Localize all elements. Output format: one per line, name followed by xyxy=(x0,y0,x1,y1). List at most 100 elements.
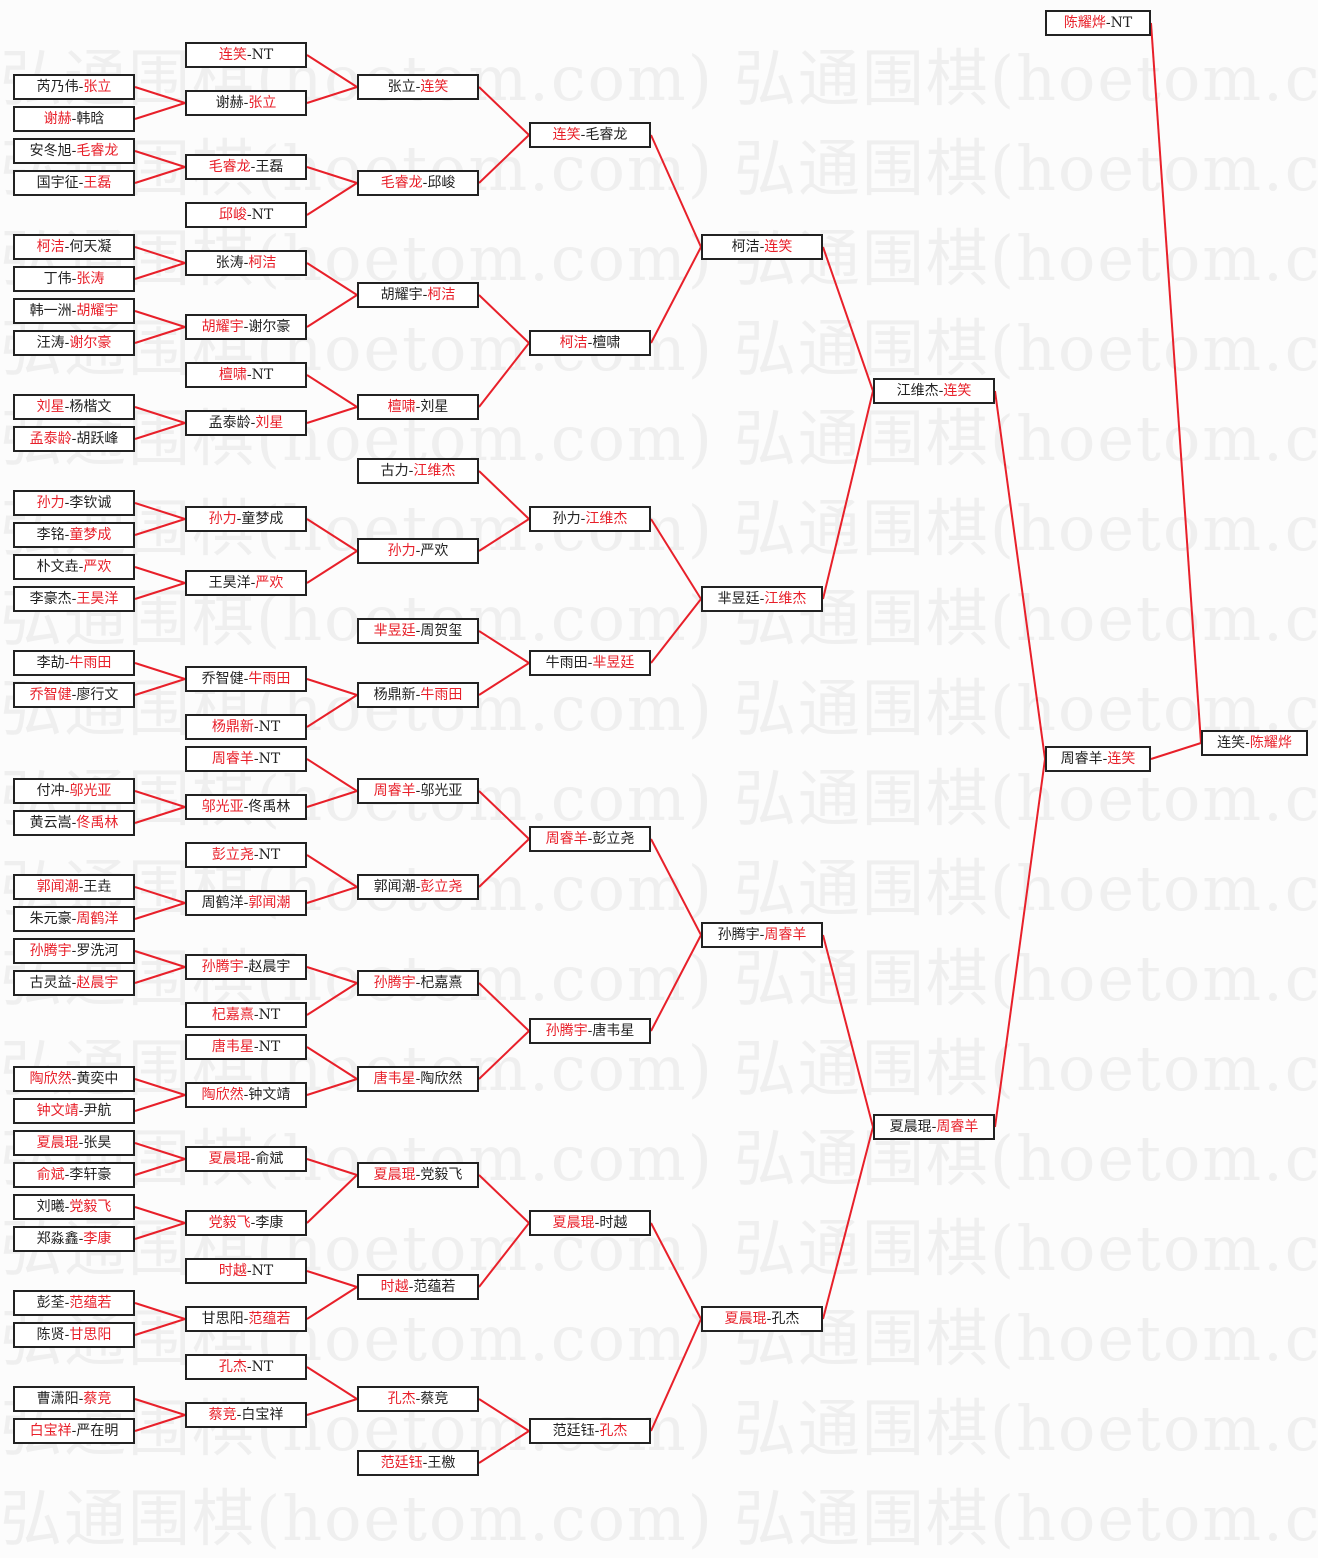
match-box: 芈昱廷-江维杰 xyxy=(701,586,823,612)
match-box: 郭闻潮-王垚 xyxy=(13,874,135,900)
player-name: 朴文垚 xyxy=(36,559,79,575)
bracket-connector xyxy=(134,166,186,184)
bracket-connector xyxy=(822,1126,874,1320)
separator: - xyxy=(422,287,428,303)
player-name: 时越 xyxy=(599,1215,628,1231)
bracket-connector xyxy=(306,1270,358,1288)
player-name: NT xyxy=(258,1007,281,1023)
separator: - xyxy=(78,1231,84,1247)
bracket-connector xyxy=(306,166,358,184)
match-box: 付冲-邬光亚 xyxy=(13,778,135,804)
player-name: 李康 xyxy=(255,1215,284,1231)
match-box: 孙力-江维杰 xyxy=(529,506,651,532)
bracket-connector xyxy=(134,1414,186,1432)
separator: - xyxy=(243,799,249,815)
bracket-connector xyxy=(994,758,1046,1128)
separator: - xyxy=(253,847,259,863)
separator: - xyxy=(243,95,249,111)
bracket-connector xyxy=(134,678,186,696)
separator: - xyxy=(253,1039,259,1055)
match-box: 古灵益-赵晨宇 xyxy=(13,970,135,996)
player-name: 范蕴若 xyxy=(413,1279,456,1295)
winner-name: 芈昱廷 xyxy=(373,623,416,639)
bracket-connector xyxy=(478,630,530,664)
separator: - xyxy=(1105,15,1111,31)
bracket-connector xyxy=(134,1078,186,1096)
match-box: 蔡竞-白宝祥 xyxy=(185,1402,307,1428)
match-box: 彭荃-范蕴若 xyxy=(13,1290,135,1316)
separator: - xyxy=(71,591,77,607)
match-box: 柯洁-何天凝 xyxy=(13,234,135,260)
match-box: 范廷钰-王檄 xyxy=(357,1450,479,1476)
bracket-connector xyxy=(306,678,358,696)
match-box: 孙力-严欢 xyxy=(357,538,479,564)
winner-name: 毛睿龙 xyxy=(208,159,251,175)
winner-name: 胡耀宇 xyxy=(201,319,244,335)
separator: - xyxy=(71,815,77,831)
bracket-connector xyxy=(478,1398,530,1432)
player-name: 党毅飞 xyxy=(420,1167,463,1183)
bracket-connector xyxy=(306,182,358,216)
match-box: 郭闻潮-彭立尧 xyxy=(357,874,479,900)
winner-name: 刘星 xyxy=(36,399,65,415)
match-box: 李劼-牛雨田 xyxy=(13,650,135,676)
bracket-connector xyxy=(134,582,186,600)
winner-name: 杞嘉熹 xyxy=(211,1007,254,1023)
separator: - xyxy=(587,335,593,351)
player-name: 钟文靖 xyxy=(248,1087,291,1103)
winner-name: 柯洁 xyxy=(36,239,65,255)
winner-name: 江维杰 xyxy=(764,591,807,607)
bracket-connector xyxy=(306,54,358,88)
bracket-connector xyxy=(134,806,186,824)
winner-name: 夏晨琨 xyxy=(208,1151,251,1167)
winner-name: 张立 xyxy=(248,95,277,111)
winner-name: 檀啸 xyxy=(218,367,247,383)
bracket-connector xyxy=(306,966,358,984)
bracket-connector xyxy=(306,1078,358,1096)
winner-name: 陶欣然 xyxy=(29,1071,72,1087)
separator: - xyxy=(415,879,421,895)
player-name: 赵晨宇 xyxy=(248,959,291,975)
separator: - xyxy=(246,1359,252,1375)
match-box: 乔智健-廖行文 xyxy=(13,682,135,708)
separator: - xyxy=(78,175,84,191)
bracket-connector xyxy=(134,662,186,680)
player-name: 蔡竞 xyxy=(420,1391,449,1407)
separator: - xyxy=(243,255,249,271)
match-box: 朴文垚-严欢 xyxy=(13,554,135,580)
winner-name: 彭立尧 xyxy=(420,879,463,895)
bracket-connector xyxy=(134,518,186,536)
player-name: 夏晨琨 xyxy=(889,1119,932,1135)
watermark-text: 弘通围棋(hoetom.com) xyxy=(0,1482,714,1555)
separator: - xyxy=(243,671,249,687)
winner-name: 张立 xyxy=(83,79,112,95)
winner-name: 张涛 xyxy=(76,271,105,287)
match-box: 汪涛-谢尔豪 xyxy=(13,330,135,356)
winner-name: 孟泰龄 xyxy=(29,431,72,447)
player-name: 谢赫 xyxy=(215,95,244,111)
winner-name: 陶欣然 xyxy=(201,1087,244,1103)
separator: - xyxy=(415,399,421,415)
separator: - xyxy=(250,1215,256,1231)
player-name: 孙腾宇 xyxy=(717,927,760,943)
match-box: 孙腾宇-杞嘉熹 xyxy=(357,970,479,996)
bracket-connector xyxy=(306,1158,358,1176)
bracket-connector xyxy=(306,262,358,296)
player-name: 曹潇阳 xyxy=(36,1391,79,1407)
player-name: 陈贤 xyxy=(36,1327,65,1343)
player-name: 杨楷文 xyxy=(69,399,112,415)
bracket-connector xyxy=(134,1158,186,1176)
player-name: 李劼 xyxy=(36,655,65,671)
winner-name: 胡耀宇 xyxy=(76,303,119,319)
winner-name: 王磊 xyxy=(83,175,112,191)
separator: - xyxy=(938,383,944,399)
winner-name: 郭闻潮 xyxy=(36,879,79,895)
bracket-connector xyxy=(134,262,186,280)
separator: - xyxy=(71,1071,77,1087)
separator: - xyxy=(243,895,249,911)
match-box: 胡耀宇-谢尔豪 xyxy=(185,314,307,340)
bracket-connector xyxy=(306,550,358,584)
bracket-connector xyxy=(134,1142,186,1160)
player-name: 黄奕中 xyxy=(76,1071,119,1087)
separator: - xyxy=(246,47,252,63)
